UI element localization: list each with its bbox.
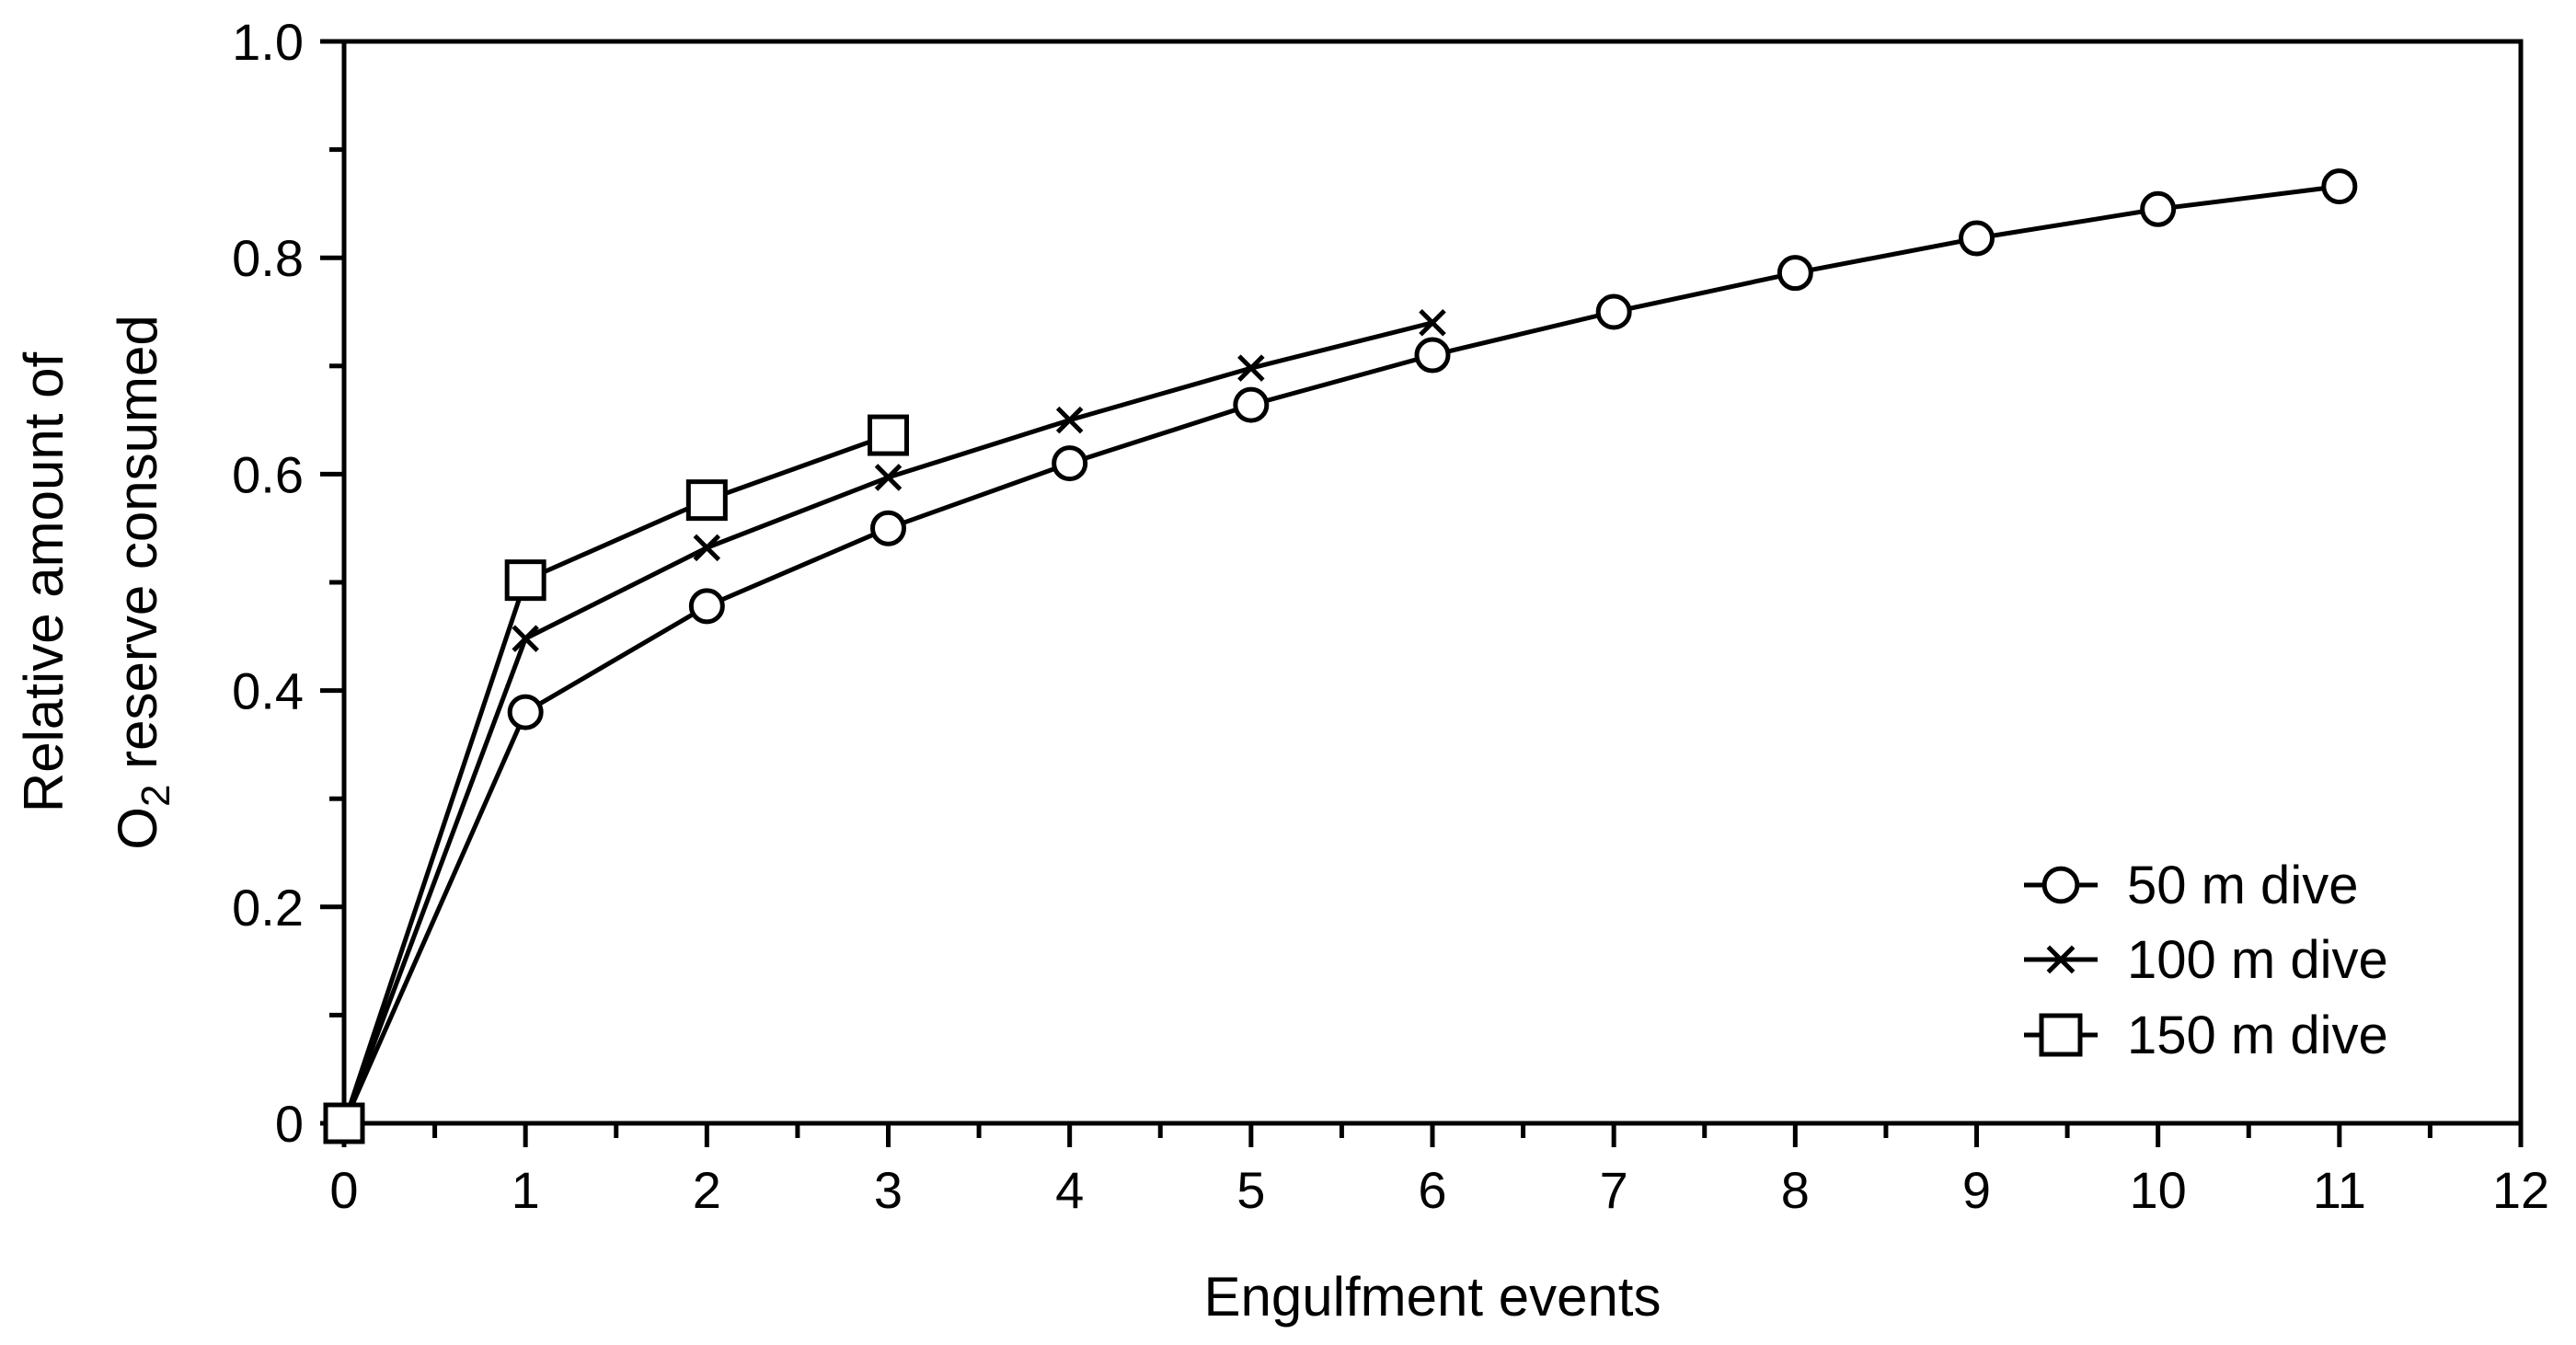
data-point xyxy=(688,588,725,625)
x-tick-label: 6 xyxy=(1418,1161,1446,1219)
data-point xyxy=(1052,445,1088,482)
data-point xyxy=(1595,293,1632,330)
legend-label: 150 m dive xyxy=(2127,1006,2388,1065)
data-point xyxy=(1959,220,1995,257)
data-point xyxy=(693,534,721,562)
series-layer xyxy=(323,168,2358,1144)
x-tick-label: 2 xyxy=(693,1161,721,1219)
x-tick-label: 11 xyxy=(2313,1161,2366,1219)
legend-label: 100 m dive xyxy=(2127,930,2388,990)
data-point xyxy=(2321,168,2358,205)
x-tick-label: 7 xyxy=(1600,1161,1628,1219)
y-axis-title-line1: Relative amount of xyxy=(13,352,75,813)
legend-label: 50 m dive xyxy=(2127,856,2358,915)
data-point xyxy=(2140,190,2177,227)
data-point xyxy=(323,1102,365,1144)
x-axis-title: Engulfment events xyxy=(1204,1266,1662,1328)
data-point xyxy=(1055,406,1084,434)
x-tick-label: 1 xyxy=(512,1161,540,1219)
legend-marker xyxy=(2046,945,2076,974)
data-point xyxy=(1233,386,1270,423)
x-tick-label: 10 xyxy=(2130,1161,2187,1219)
x-tick-label: 3 xyxy=(874,1161,903,1219)
x-tick-label: 12 xyxy=(2492,1161,2549,1219)
data-point xyxy=(1237,354,1265,382)
x-tick-label: 8 xyxy=(1781,1161,1810,1219)
x-tick-label: 5 xyxy=(1236,1161,1265,1219)
data-point xyxy=(1777,255,1813,292)
x-tick-label: 4 xyxy=(1055,1161,1084,1219)
y-axis: 0 0.2 0.4 0.6 0.8 1.0 xyxy=(232,13,344,1153)
data-point xyxy=(870,510,906,546)
legend-item: 50 m dive xyxy=(2024,856,2358,915)
y-tick-label: 0 xyxy=(275,1095,304,1153)
data-point xyxy=(504,559,546,602)
y-axis-title-rest: reserve consumed xyxy=(107,315,168,784)
data-point xyxy=(874,464,903,491)
legend-marker xyxy=(2041,866,2080,904)
y-axis-title-o: O xyxy=(107,807,168,850)
data-point xyxy=(507,694,544,730)
y-tick-label: 1.0 xyxy=(232,13,304,71)
series-line xyxy=(341,432,890,1124)
data-point xyxy=(685,479,728,522)
y-tick-label: 0.8 xyxy=(232,229,304,287)
series-line xyxy=(341,184,2340,1125)
series-square xyxy=(323,414,909,1144)
legend: 50 m dive 100 m dive 150 m dive xyxy=(2024,856,2388,1065)
data-point xyxy=(868,414,909,456)
data-point xyxy=(1419,308,1446,337)
data-point xyxy=(1414,337,1451,374)
y-axis-title-subscript: 2 xyxy=(133,785,178,807)
y-tick-label: 0.6 xyxy=(232,445,304,503)
x-axis: 0 1 2 3 4 5 6 7 8 9 10 11 12 xyxy=(329,1123,2549,1219)
series-x xyxy=(330,308,1446,1137)
y-axis-title-line2: O2 reserve consumed xyxy=(107,315,178,849)
legend-marker xyxy=(2039,1013,2083,1057)
legend-item: 150 m dive xyxy=(2024,1006,2388,1065)
legend-item: 100 m dive xyxy=(2024,930,2388,990)
y-axis-title: Relative amount of O2 reserve consumed xyxy=(13,315,178,849)
series-circle xyxy=(326,168,2358,1142)
y-tick-label: 0.2 xyxy=(232,879,304,937)
x-tick-label: 0 xyxy=(329,1161,358,1219)
data-point xyxy=(512,625,539,652)
x-tick-label: 9 xyxy=(1962,1161,1991,1219)
y-tick-label: 0.4 xyxy=(232,662,304,720)
